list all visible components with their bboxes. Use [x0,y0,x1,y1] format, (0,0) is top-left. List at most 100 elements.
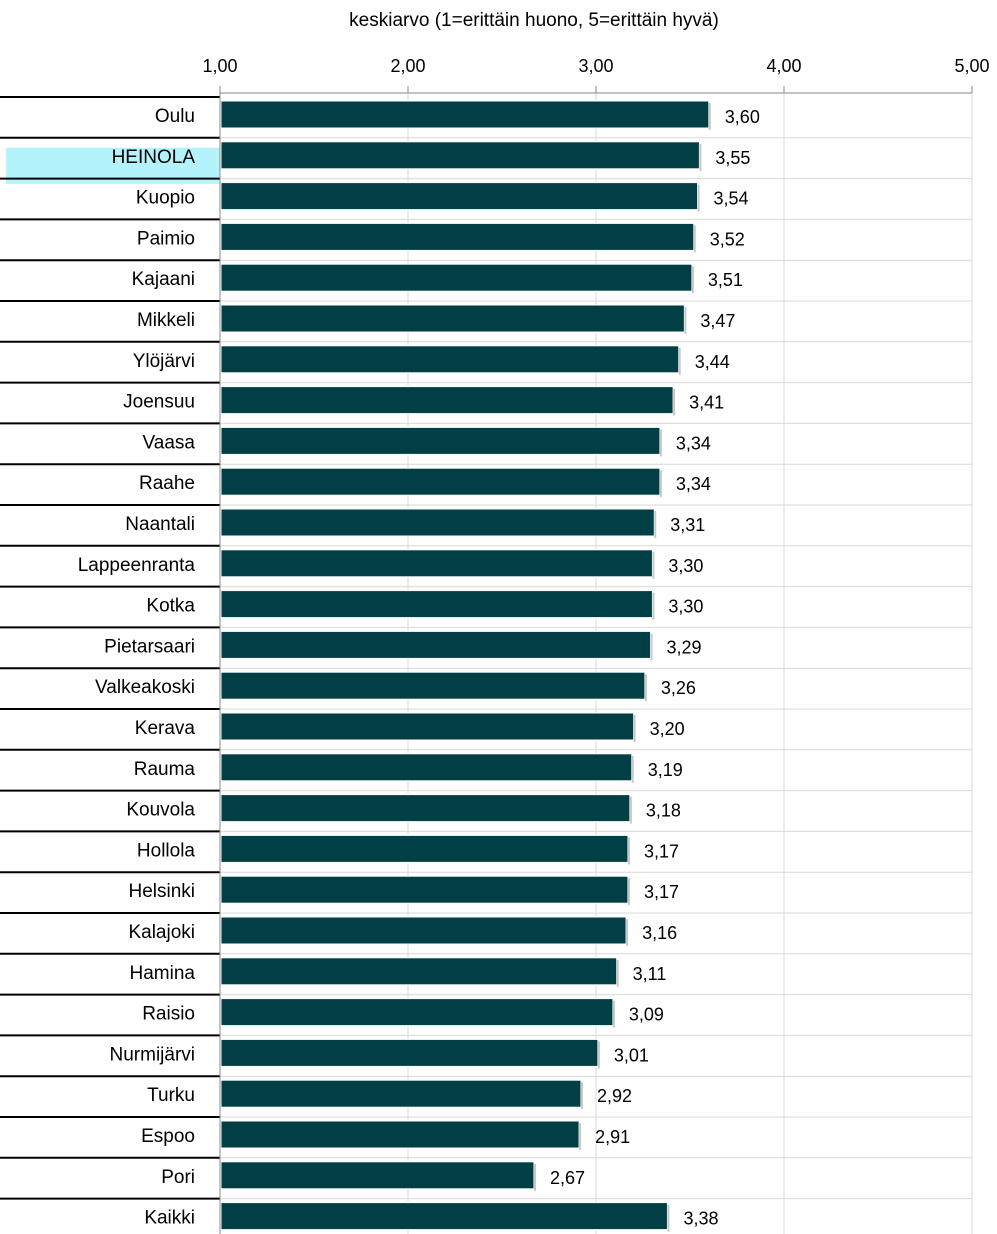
value-label: 3,44 [695,352,730,372]
value-label: 2,67 [550,1168,585,1188]
category-label: Vaasa [143,432,196,453]
category-label: Mikkeli [137,310,195,331]
bar [220,141,700,170]
category-label: Naantali [125,514,195,535]
bar-shadow [580,1082,583,1110]
value-label: 3,20 [650,719,685,739]
bar-shadow [673,388,676,416]
category-label: Lappeenranta [78,555,196,576]
bar [220,875,629,904]
category-label: Rauma [134,759,196,780]
bar [220,794,631,823]
value-label: 2,91 [595,1127,630,1147]
category-label: Pietarsaari [104,636,195,657]
bar [220,671,646,700]
category-label: Helsinki [128,881,195,902]
category-label: Kouvola [126,800,195,821]
bar [220,1161,535,1190]
value-label: 3,34 [676,474,711,494]
bar-shadow [616,959,619,987]
bar-shadow [597,1041,600,1069]
value-label: 3,09 [629,1005,664,1025]
category-rows: Oulu HEINOLA Kuopio Paimio Kajaani Mikkeli Ylö… [0,96,220,1229]
category-label: Kuopio [136,188,195,209]
value-label: 3,29 [667,637,702,657]
category-label: Kerava [135,718,196,739]
category-label: HEINOLA [112,147,196,168]
value-label: 3,47 [700,311,735,331]
value-label: 3,17 [644,882,679,902]
category-label: Raisio [142,1004,195,1025]
bar [220,386,674,415]
bar [220,630,652,659]
category-label: Joensuu [123,392,195,413]
x-tick-label: 1,00 [202,56,237,76]
bar [220,1120,580,1149]
value-label: 3,34 [676,433,711,453]
bar [220,916,627,945]
category-label: Kajaani [132,269,195,290]
value-label: 3,31 [670,515,705,535]
value-label: 3,18 [646,801,681,821]
bar-shadow [533,1163,536,1191]
bar-shadow [693,225,696,253]
bar [220,263,693,292]
bar [220,1038,599,1067]
bar-shadow [667,1204,670,1232]
bar [220,345,680,374]
bar-shadow [652,551,655,579]
bar [220,753,633,782]
bar [220,957,618,986]
bar-shadow [633,715,636,742]
bar-shadow [691,266,694,294]
bar-shadow [612,1000,615,1028]
x-tick-label: 5,00 [954,56,989,76]
category-label: Pori [161,1167,195,1188]
bar-shadow [654,511,657,538]
bar-shadow [627,878,630,906]
bar-shadow [697,184,700,212]
bar [220,508,655,537]
value-label: 3,01 [614,1045,649,1065]
bar-shadow [631,755,634,783]
category-label: Kalajoki [128,922,195,943]
x-tick-label: 2,00 [390,56,425,76]
gridlines [219,93,973,1234]
bar-shadow [659,470,662,498]
bar-shadow [652,592,655,620]
category-label: Raahe [139,473,195,494]
category-label: Espoo [141,1126,195,1147]
category-label: Valkeakoski [95,677,195,698]
category-label: Paimio [137,228,195,249]
bar-shadow [629,796,632,824]
bar [220,100,710,129]
value-label: 3,60 [725,107,760,127]
bar-shadow [684,307,687,334]
category-label: Hollola [137,840,196,861]
value-label: 3,55 [715,148,750,168]
value-label: 3,52 [710,229,745,249]
value-label: 3,16 [642,923,677,943]
value-label: 3,54 [714,189,749,209]
category-label: Turku [147,1085,195,1106]
bar-shadow [650,633,653,661]
category-label: Ylöjärvi [133,351,195,372]
x-axis-title: keskiarvo (1=erittäin huono, 5=erittäin … [349,10,719,31]
bar [220,222,695,251]
bar [220,712,635,741]
bars: 3,60 3,55 3,54 3,52 3,51 3,47 3,44 3,41 3,34 3,34… [220,100,760,1232]
bar [220,590,653,619]
value-label: 3,30 [668,597,703,617]
bar-shadow [626,919,629,946]
value-label: 3,17 [644,841,679,861]
value-label: 3,26 [661,678,696,698]
bar [220,1202,668,1231]
category-label: Hamina [130,963,196,984]
category-label: Oulu [155,106,195,127]
bar-shadow [627,837,630,865]
bar [220,426,661,455]
bar [220,182,699,211]
bar [220,834,629,863]
bar-shadow [659,429,662,457]
value-label: 3,38 [683,1209,718,1229]
